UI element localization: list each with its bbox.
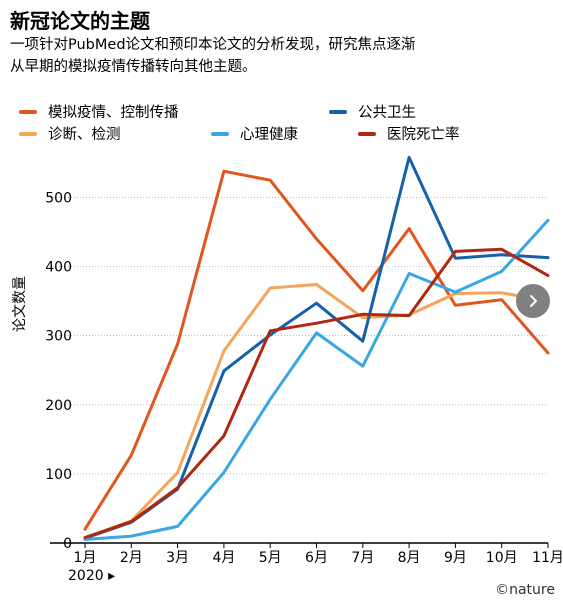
legend-item-modeling: 模拟疫情、控制传播 [19, 101, 179, 122]
y-tick-label: 300 [45, 329, 72, 345]
next-button[interactable] [516, 284, 550, 318]
y-tick-label: 200 [45, 398, 72, 414]
x-tick-label: 4月 [212, 550, 235, 566]
legend-item-hospital-mortality: 医院死亡率 [358, 123, 460, 144]
y-axis-label: 论文数量 [12, 276, 28, 332]
series-line-hospital-mortality [83, 247, 550, 539]
series-line-modeling [83, 169, 550, 531]
x-tick-label: 9月 [444, 550, 467, 566]
legend-label-diagnosis: 诊断、检测 [48, 127, 121, 143]
chart-subtitle-line-1: 一项针对PubMed论文和预印本论文的分析发现，研究焦点逐渐 [10, 37, 416, 53]
legend-item-public-health: 公共卫生 [329, 101, 416, 122]
x-tick-label: 2月 [120, 550, 143, 566]
legend-label-modeling: 模拟疫情、控制传播 [48, 105, 179, 121]
x-tick-label: 8月 [398, 550, 421, 566]
chart-title: 新冠论文的主题 [10, 9, 150, 33]
legend-swatch-modeling [19, 109, 37, 114]
legend-swatch-public-health [329, 109, 347, 114]
chevron-right-icon [530, 295, 537, 307]
x-tick-label: 7月 [351, 550, 374, 566]
y-tick-label: 0 [63, 536, 72, 552]
legend-item-mental-health: 心理健康 [211, 123, 298, 144]
year-label: 2020 ▸ [68, 568, 116, 584]
x-tick-label: 10月 [486, 550, 518, 566]
legend-swatch-diagnosis [19, 131, 37, 136]
legend-item-diagnosis: 诊断、检测 [19, 123, 121, 144]
series-line-mental-health [83, 218, 550, 541]
x-tick-label: 3月 [166, 550, 189, 566]
x-tick-label: 6月 [305, 550, 328, 566]
legend-label-hospital-mortality: 医院死亡率 [387, 127, 460, 143]
chart-subtitle-line-2: 从早期的模拟疫情传播转向其他主题。 [10, 59, 257, 75]
legend-swatch-hospital-mortality [358, 131, 376, 136]
legend-swatch-mental-health [211, 131, 229, 136]
y-tick-label: 400 [45, 260, 72, 276]
nature-watermark: ©nature [495, 582, 555, 598]
x-tick-label: 1月 [74, 550, 97, 566]
x-tick-label: 5月 [259, 550, 282, 566]
y-tick-label: 500 [45, 190, 72, 206]
series-line-public-health [83, 155, 550, 540]
legend-label-mental-health: 心理健康 [240, 127, 298, 143]
x-tick-label: 11月 [532, 550, 563, 566]
series-line-diagnosis [83, 283, 550, 540]
y-tick-label: 100 [45, 467, 72, 483]
legend-label-public-health: 公共卫生 [358, 105, 416, 121]
